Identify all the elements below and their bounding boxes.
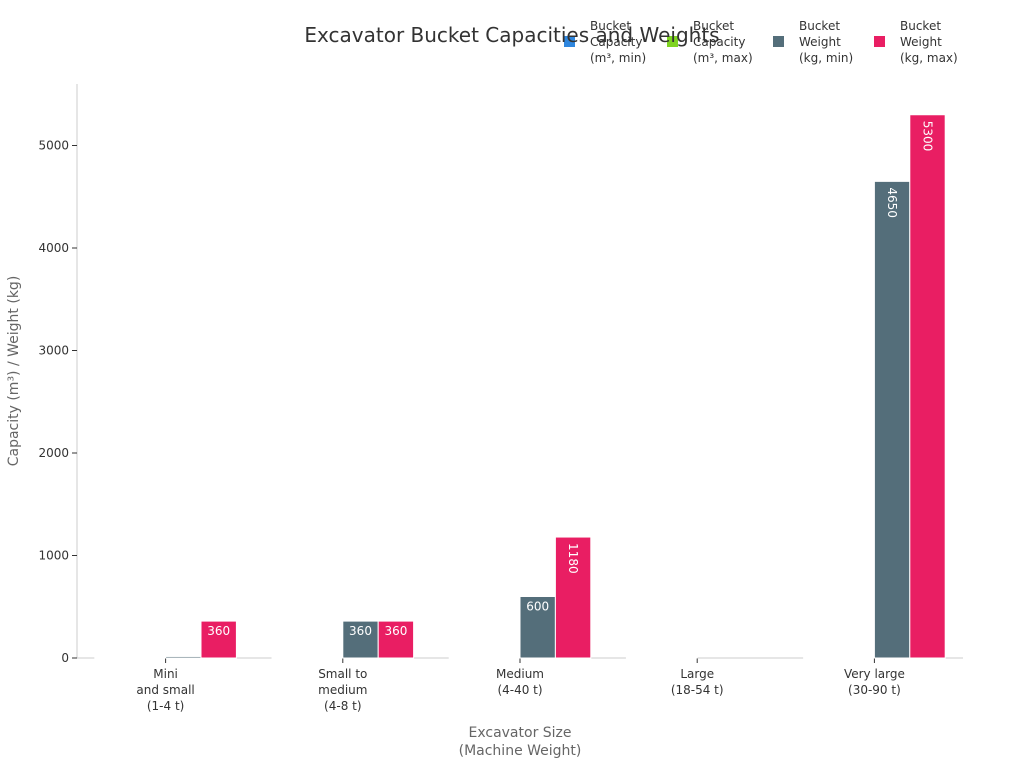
y-tick-label: 0 — [61, 651, 69, 665]
bar-series-2-cat-2 — [519, 596, 556, 659]
x-tick-label: Medium (4-40 t) — [496, 667, 544, 697]
x-tick-label: Very large (30-90 t) — [844, 667, 905, 697]
x-axis-title: Excavator Size (Machine Weight) — [459, 725, 582, 759]
x-tick-label: Small to medium (4-8 t) — [318, 667, 367, 713]
y-tick-label: 2000 — [38, 446, 69, 460]
y-axis-title: Capacity (m³) / Weight (kg) — [6, 276, 22, 467]
bar-series-3-cat-1 — [377, 620, 415, 659]
data-label: 4650 — [885, 187, 899, 218]
axes: 0 1000 2000 3000 4000 5000 Capacity (m³) / Wei… — [6, 84, 963, 759]
legend-label: Bucket Weight (kg, max) — [900, 19, 958, 65]
bar-series-2-cat-4 — [873, 180, 911, 659]
x-tick-label: Mini and small (1-4 t) — [136, 667, 194, 713]
y-tick-label: 3000 — [38, 344, 69, 358]
data-labels: 360 600 4650 360 360 1180 5300 — [207, 121, 934, 638]
legend: Bucket Capacity (m³, min) Bucket Capacity (m³… — [564, 19, 958, 65]
data-label: 360 — [207, 624, 230, 638]
legend-label: Bucket Weight (kg, min) — [799, 19, 853, 65]
bar-series-3-cat-4 — [909, 114, 946, 659]
y-tick-label: 4000 — [38, 241, 69, 255]
data-label: 5300 — [921, 121, 935, 152]
legend-label: Bucket Capacity (m³, min) — [590, 19, 646, 65]
bars — [94, 114, 946, 659]
bar-series-2-cat-1 — [342, 620, 379, 659]
bar-series-2-cat-0 — [165, 655, 202, 659]
x-tick-label: Large (18-54 t) — [671, 667, 724, 697]
legend-label: Bucket Capacity (m³, max) — [693, 19, 753, 65]
data-label: 600 — [526, 600, 549, 614]
y-tick-label: 5000 — [38, 139, 69, 153]
bar-series-1-cat-4 — [838, 656, 875, 659]
data-label: 360 — [349, 624, 372, 638]
bar-series-3-cat-2 — [554, 536, 592, 659]
chart-title: Excavator Bucket Capacities and Weights — [304, 23, 719, 47]
data-label: 1180 — [566, 543, 580, 574]
legend-swatch — [874, 36, 885, 47]
y-tick-label: 1000 — [38, 549, 69, 563]
legend-swatch — [564, 36, 575, 47]
bar-series-3-cat-0 — [200, 620, 237, 659]
legend-swatch — [773, 36, 784, 47]
legend-swatch — [667, 36, 678, 47]
data-label: 360 — [384, 624, 407, 638]
